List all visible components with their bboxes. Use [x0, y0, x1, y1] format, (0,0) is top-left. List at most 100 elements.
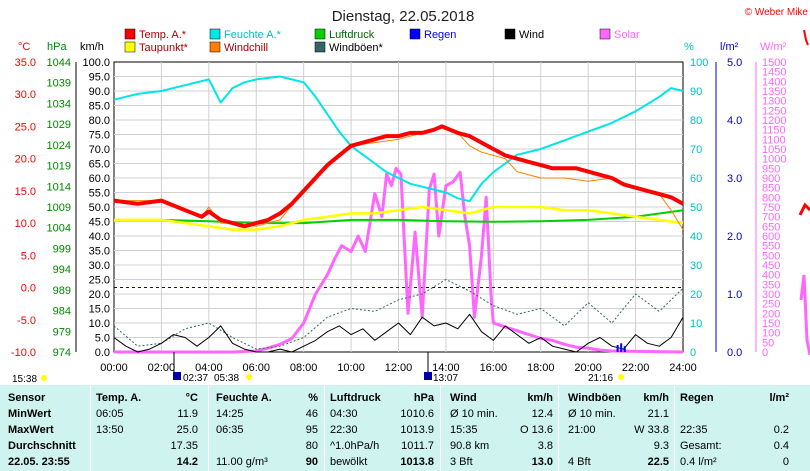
pressure-tick-label: 979: [53, 326, 71, 338]
solar-tick-label: 550: [762, 241, 780, 253]
table-cell: Ø 10 min.: [568, 408, 616, 420]
table-cell: Ø 10 min.: [450, 408, 498, 420]
solar-tick-label: 700: [762, 212, 780, 224]
table-header-row: Sensor Temp. A. °C Feuchte A.% Luftdruck hPa W…: [0, 391, 810, 406]
rain-tick-label: 1.0: [727, 289, 742, 301]
legend-swatch: [124, 28, 136, 40]
solar-tick-label: 900: [762, 173, 780, 185]
pressure-tick-label: 1029: [47, 119, 71, 131]
series-line-wind: [113, 313, 684, 353]
wind-tick-label: 40.0: [89, 231, 110, 243]
legend-label: Taupunkt*: [139, 42, 189, 54]
solar-tick-label: 500: [762, 250, 780, 262]
solar-tick-label: 1050: [762, 144, 786, 156]
temp-tick-label: 0.0: [21, 283, 36, 295]
solar-tick-label: 400: [762, 270, 780, 282]
table-cell: 80: [305, 440, 318, 452]
solar-tick-label: 250: [762, 299, 780, 311]
x-tick-label: 12:00: [385, 362, 413, 374]
marker-label: 21:16: [588, 373, 613, 384]
table-cell: 1013.8: [400, 456, 434, 468]
summary-table: Sensor Temp. A. °C Feuchte A.% Luftdruck hPa W…: [0, 385, 810, 471]
wind-tick-label: 10.0: [89, 318, 110, 330]
x-tick-label: 00:00: [100, 362, 128, 374]
table-cell: 1010.6: [400, 408, 434, 420]
x-tick-label: 02:00: [148, 362, 176, 374]
solar-tick-label: 100: [762, 328, 780, 340]
humidity-tick-label: 10: [690, 318, 702, 330]
solar-tick-label: 1150: [762, 125, 786, 137]
table-cell: 21.1: [647, 408, 669, 420]
series-line-taupunkt: [114, 205, 684, 231]
legend-label: Temp. A.*: [139, 29, 187, 41]
x-tick-label: 22:00: [622, 362, 650, 374]
table-cell: 13.0: [531, 456, 553, 468]
table-cell: 3.8: [537, 440, 553, 452]
temp-tick-label: -10.0: [11, 347, 36, 359]
table-cell: 22.05. 23:55: [8, 456, 70, 468]
pressure-tick-label: 1034: [47, 98, 71, 110]
solar-tick-label: 950: [762, 163, 780, 175]
humidity-tick-label: 20: [690, 289, 702, 301]
humidity-tick-label: 40: [690, 231, 702, 243]
temp-tick-label: 5.0: [21, 250, 36, 262]
table-column-separator: [558, 385, 559, 471]
solar-tick-label: 850: [762, 183, 780, 195]
table-cell: 25.0: [176, 424, 198, 436]
pressure-tick-label: 1009: [47, 202, 71, 214]
wind-tick-label: 15.0: [89, 304, 110, 316]
legend-label: Windböen*: [329, 42, 384, 54]
table-cell: 11.00 g/m³: [216, 456, 268, 468]
wind-tick-label: 90.0: [89, 86, 110, 98]
legend-label: Luftdruck: [329, 29, 375, 41]
table-row: MinWert 06:05 11.9 14:25 46 04:30 1010.6 Ø 10 m…: [0, 407, 810, 422]
wind-tick-label: 25.0: [89, 275, 110, 287]
table-header-cell: km/h: [643, 392, 669, 404]
solar-tick-label: 750: [762, 202, 780, 214]
series-line-luftdruck: [114, 209, 684, 225]
legend-swatch: [314, 28, 326, 40]
table-cell: 90: [305, 456, 318, 468]
sun-icon: [246, 374, 252, 380]
table-header-cell: l/m²: [769, 392, 789, 404]
solar-tick-label: 450: [762, 260, 780, 272]
moon-icon: [424, 372, 432, 380]
series-line-windb-en: [113, 279, 684, 350]
solar-tick-label: 1400: [762, 76, 786, 88]
pressure-tick-label: 989: [53, 285, 71, 297]
temp-tick-label: 25.0: [15, 121, 36, 133]
pressure-tick-label: 984: [53, 306, 71, 318]
table-cell: 06:05: [96, 408, 124, 420]
solar-tick-label: 1300: [762, 96, 786, 108]
unit-temp: °C: [18, 41, 30, 53]
table-cell: 13:50: [96, 424, 124, 436]
table-cell: ^1.0hPa/h: [330, 440, 380, 452]
rain-tick-label: 2.0: [727, 231, 742, 243]
table-header-cell: km/h: [527, 392, 553, 404]
x-tick-label: 08:00: [290, 362, 318, 374]
table-header-cell: Luftdruck: [330, 392, 381, 404]
table-cell: bewölkt: [330, 456, 368, 468]
temp-tick-label: 30.0: [15, 89, 36, 101]
table-cell: 06:35: [216, 424, 244, 436]
table-cell: 1013.9: [400, 424, 434, 436]
marker-label: 05:38: [214, 373, 239, 384]
wind-tick-label: 35.0: [89, 246, 110, 258]
table-header-cell: hPa: [413, 392, 434, 404]
wind-tick-label: 55.0: [89, 188, 110, 200]
table-cell: 1011.7: [401, 440, 434, 452]
legend-label: Wind: [519, 29, 544, 41]
unit-pressure: hPa: [47, 41, 67, 53]
table-cell: 95: [305, 424, 318, 436]
pressure-tick-label: 1024: [47, 140, 71, 152]
solar-tick-label: 1500: [762, 57, 786, 69]
chart-title: Dienstag, 22.05.2018: [332, 8, 475, 25]
solar-tick-label: 1200: [762, 115, 786, 127]
marker-label: 02:37: [183, 373, 208, 384]
x-tick-label: 06:00: [242, 362, 270, 374]
legend-swatch: [209, 28, 221, 40]
table-column-separator: [324, 385, 325, 471]
clipped-series-line: [799, 274, 810, 356]
table-cell: 14.2: [176, 456, 198, 468]
table-cell: 21:00: [568, 424, 596, 436]
